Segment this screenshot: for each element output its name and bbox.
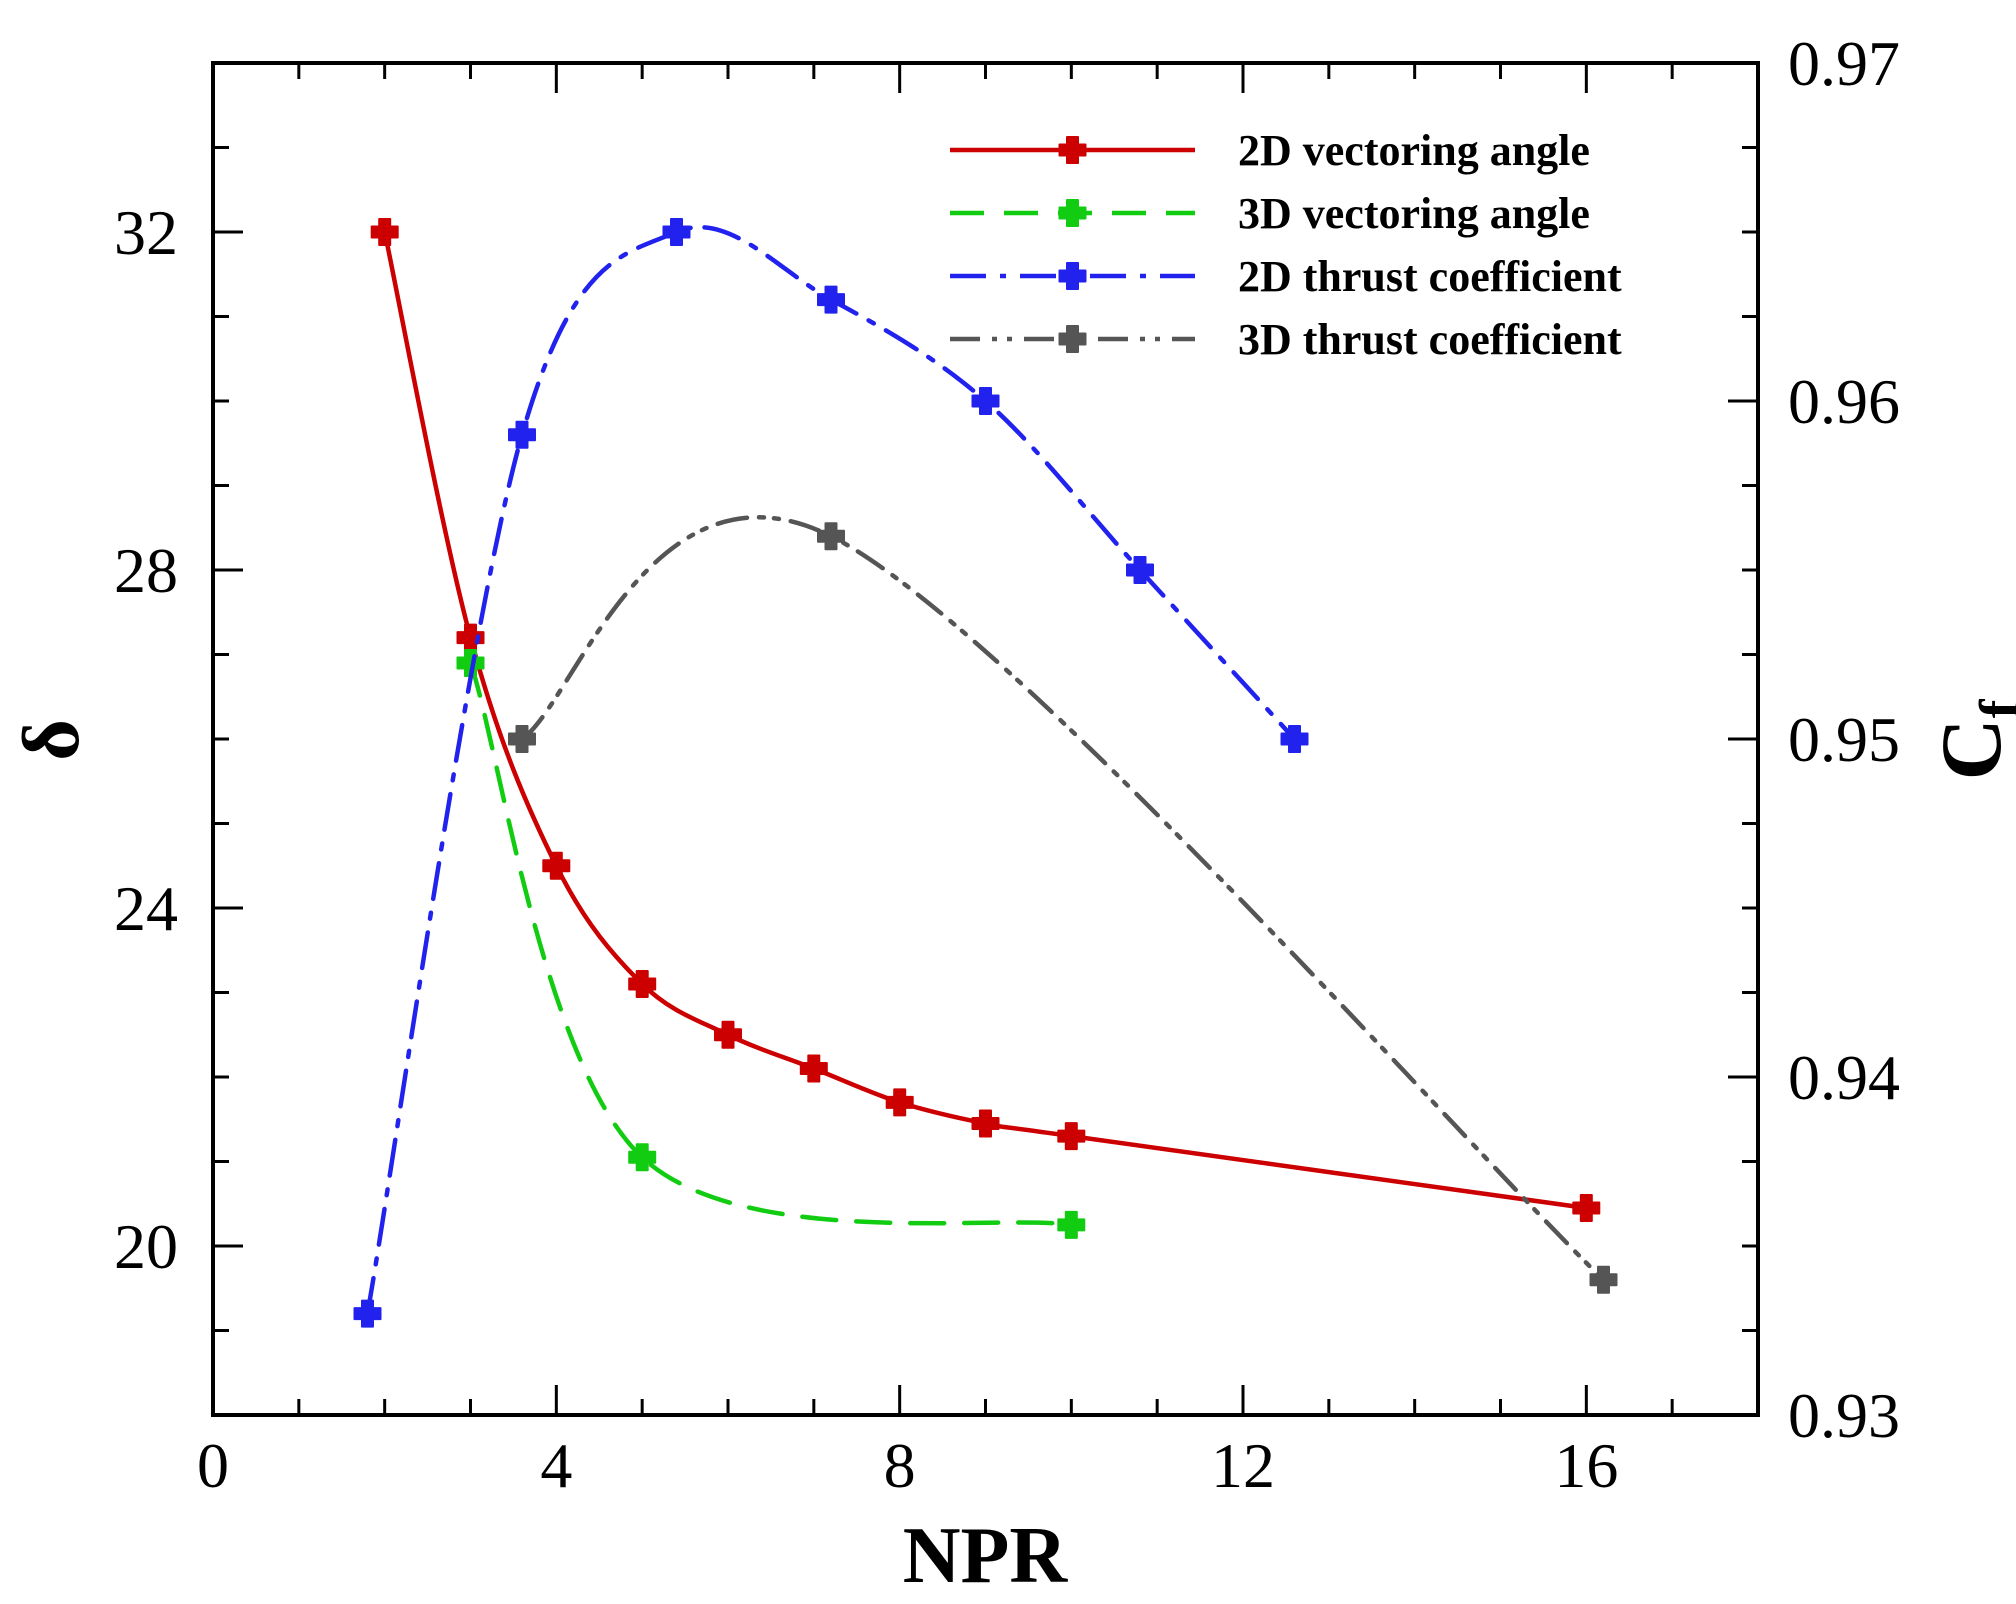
series-3-point bbox=[662, 218, 691, 246]
legend-label-1: 2D vectoring angle bbox=[1238, 126, 1590, 175]
series-3-point bbox=[353, 1299, 382, 1328]
y-axis-right-title-main: C bbox=[1923, 718, 2016, 780]
legend-marker-3-shape bbox=[1058, 262, 1087, 290]
series-1-point-shape bbox=[542, 851, 571, 880]
y-right-tick-label: 0.93 bbox=[1788, 1380, 1900, 1451]
series-1-point-shape bbox=[714, 1020, 742, 1049]
series-4-point bbox=[1589, 1265, 1618, 1294]
series-4-point-shape bbox=[817, 522, 845, 551]
series-1-point bbox=[714, 1020, 742, 1049]
series-4-point-shape bbox=[1589, 1265, 1618, 1294]
y-left-tick-label: 28 bbox=[114, 535, 178, 606]
series-3-point bbox=[1280, 725, 1309, 753]
plot-frame bbox=[211, 61, 1760, 1417]
series-1-point bbox=[971, 1109, 1000, 1138]
series-line-4 bbox=[519, 515, 1606, 1283]
legend-marker-2-shape bbox=[1058, 199, 1087, 227]
series-1-point bbox=[370, 218, 399, 246]
series-3-point bbox=[508, 420, 536, 449]
legend-marker-4 bbox=[1058, 325, 1087, 353]
series-3-point bbox=[971, 387, 1000, 415]
y-left-tick-label: 20 bbox=[114, 1211, 178, 1282]
y-right-tick-label: 0.95 bbox=[1788, 704, 1900, 775]
legend: 2D vectoring angle 3D vectoring angle 2D t… bbox=[950, 126, 1622, 364]
legend-label-2: 3D vectoring angle bbox=[1238, 189, 1590, 238]
series-3-point bbox=[1126, 556, 1154, 584]
series-2-point-shape bbox=[1057, 1210, 1086, 1239]
legend-marker-1-shape bbox=[1058, 136, 1087, 164]
legend-label-3: 2D thrust coefficient bbox=[1238, 252, 1622, 301]
series-4-point bbox=[817, 522, 845, 551]
series-3-point-shape bbox=[1126, 556, 1154, 584]
x-tick-label: 12 bbox=[1211, 1430, 1275, 1501]
x-tick-label: 0 bbox=[197, 1430, 229, 1501]
series-2-point-shape bbox=[628, 1143, 657, 1172]
legend-marker-3 bbox=[1058, 262, 1087, 290]
series-2-point bbox=[1057, 1210, 1086, 1239]
series-1-point-shape bbox=[370, 218, 399, 246]
series-3-point-shape bbox=[1280, 725, 1309, 753]
series-1-point bbox=[1572, 1194, 1601, 1222]
y-axis-right-title-sub: f bbox=[1969, 698, 2016, 718]
series-1-point-shape bbox=[1572, 1194, 1601, 1222]
series-1-point bbox=[885, 1088, 914, 1117]
x-tick-label: 8 bbox=[884, 1430, 916, 1501]
tick-labels: 0 4 8 12 16 20 24 28 32 0.93 0.94 0.95 0.96 0.97 bbox=[114, 28, 1900, 1501]
series-3-point-shape bbox=[662, 218, 691, 246]
series-3-point-shape bbox=[817, 285, 845, 314]
y-left-tick-label: 24 bbox=[114, 873, 178, 944]
series-line-2 bbox=[468, 660, 1074, 1228]
y-right-tick-label: 0.96 bbox=[1788, 366, 1900, 437]
series-1-point bbox=[628, 970, 657, 998]
series-2-point bbox=[628, 1143, 657, 1172]
series-1-point bbox=[799, 1054, 828, 1083]
legend-label-4: 3D thrust coefficient bbox=[1238, 315, 1622, 364]
legend-marker-4-shape bbox=[1058, 325, 1087, 353]
y-right-tick-label: 0.97 bbox=[1788, 28, 1900, 99]
series-1-point-shape bbox=[1057, 1122, 1086, 1151]
legend-marker-1 bbox=[1058, 136, 1087, 164]
series-3-point-shape bbox=[971, 387, 1000, 415]
svg-text:Cf: Cf bbox=[1923, 698, 2016, 780]
series-1-point-shape bbox=[628, 970, 657, 998]
series-4-point-shape bbox=[508, 725, 536, 753]
y-axis-left-title: δ bbox=[8, 719, 96, 761]
series-line-1 bbox=[382, 229, 1589, 1211]
series-layer bbox=[353, 218, 1618, 1328]
series-3-point bbox=[817, 285, 845, 314]
x-tick-label: 16 bbox=[1554, 1430, 1618, 1501]
y-axis-right-title: Cf bbox=[1923, 698, 2016, 780]
x-tick-label: 4 bbox=[540, 1430, 572, 1501]
legend-marker-2 bbox=[1058, 199, 1087, 227]
series-1-point bbox=[1057, 1122, 1086, 1151]
series-3-point-shape bbox=[353, 1299, 382, 1328]
x-axis-title: NPR bbox=[903, 1512, 1069, 1600]
series-1-point-shape bbox=[971, 1109, 1000, 1138]
series-1-point bbox=[542, 851, 571, 880]
series-3-point-shape bbox=[508, 420, 536, 449]
series-line-3 bbox=[365, 224, 1297, 1316]
series-1-point-shape bbox=[885, 1088, 914, 1117]
y-left-tick-label: 32 bbox=[114, 197, 178, 268]
y-right-tick-label: 0.94 bbox=[1788, 1042, 1900, 1113]
series-1-point-shape bbox=[799, 1054, 828, 1083]
series-4-point bbox=[508, 725, 536, 753]
